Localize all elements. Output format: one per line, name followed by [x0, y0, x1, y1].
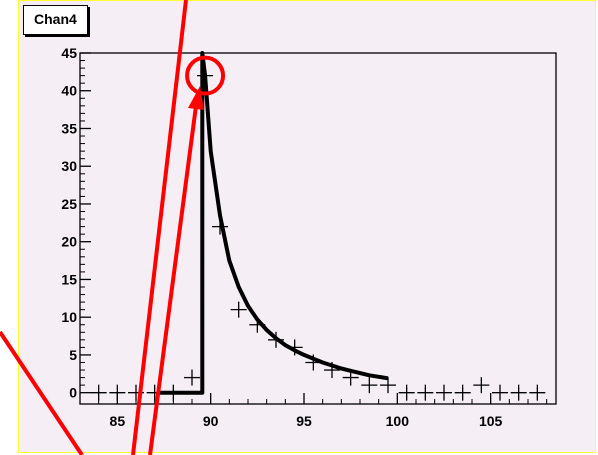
fit-curve-line	[158, 51, 389, 395]
data-point	[529, 384, 546, 401]
y-tick-label: 20	[61, 234, 77, 250]
data-point	[361, 377, 378, 394]
data-point	[305, 354, 322, 371]
arrow-shaft	[148, 105, 198, 455]
data-point	[109, 384, 126, 401]
x-tick-label: 90	[203, 413, 219, 429]
x-tick-label: 95	[296, 413, 312, 429]
data-point	[184, 369, 200, 386]
data-point	[249, 316, 266, 333]
y-tick-label: 35	[61, 120, 77, 136]
data-point	[165, 384, 182, 401]
data-point	[268, 331, 284, 348]
y-tick-label: 10	[61, 309, 77, 325]
arrow-head	[188, 86, 204, 110]
data-point	[197, 67, 214, 84]
data-point	[436, 384, 452, 401]
data-point	[342, 369, 359, 386]
data-point	[398, 384, 415, 401]
x-tick-label: 85	[110, 413, 126, 429]
y-tick-label: 45	[61, 45, 77, 61]
annotation-line-left	[0, 330, 84, 455]
x-tick-label: 105	[479, 413, 503, 429]
plot-frame	[79, 52, 557, 405]
annotations	[0, 0, 226, 455]
y-tick-label: 15	[61, 271, 77, 287]
y-tick-label: 30	[61, 158, 77, 174]
axes: 0 5 10 15 20 25 30 35 40 45 85 90 95 100 105	[61, 45, 557, 429]
peak-highlight-circle	[185, 55, 226, 96]
chart-label-box: Chan4	[23, 5, 88, 35]
data-point	[324, 362, 340, 379]
x-tick-label: 100	[386, 413, 410, 429]
data-points	[90, 67, 546, 401]
data-point	[454, 384, 471, 401]
y-tick-label: 5	[69, 347, 77, 363]
data-point	[286, 339, 303, 356]
y-tick-label: 0	[69, 385, 77, 401]
data-point	[380, 377, 396, 394]
data-point	[510, 384, 527, 401]
fit-curve	[158, 51, 389, 395]
data-point	[90, 384, 107, 401]
data-point	[492, 384, 508, 401]
data-point	[230, 301, 247, 318]
data-point	[417, 384, 434, 401]
data-point	[473, 377, 490, 394]
data-point	[212, 218, 228, 235]
annotation-line-long	[131, 0, 188, 455]
y-tick-label: 25	[61, 196, 77, 212]
y-tick-label: 40	[61, 83, 77, 99]
